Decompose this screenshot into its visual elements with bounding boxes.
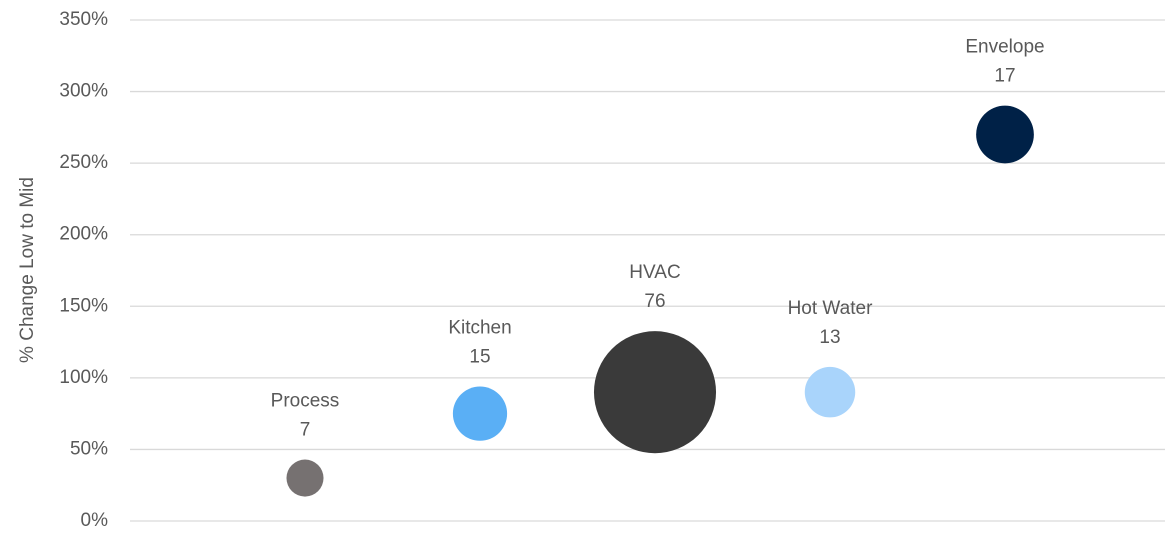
y-tick-label: 200% [59,224,108,245]
bubble-name-label: Process [271,391,340,412]
bubble-size-label: 17 [994,66,1015,87]
y-tick-label: 50% [70,438,108,459]
bubble [452,386,508,441]
y-tick-label: 300% [59,81,108,102]
bubble [593,331,717,454]
y-tick-label: 0% [81,510,109,531]
bubble [976,105,1034,164]
bubble-size-label: 13 [819,327,840,348]
y-tick-label: 150% [59,295,108,316]
bubble-name-label: Envelope [965,37,1044,58]
bubble-size-label: 76 [644,291,665,312]
bubble-size-label: 15 [469,347,490,368]
y-tick-label: 100% [59,367,108,388]
bubble [804,366,856,418]
y-tick-label: 250% [59,152,108,173]
bubble-name-label: Hot Water [788,298,873,319]
bubble-name-label: Kitchen [448,318,511,339]
y-tick-label: 350% [59,9,108,30]
y-axis-label: % Change Low to Mid [17,177,38,363]
bubble-size-label: 7 [300,420,311,441]
bubble [286,459,324,497]
bubble-name-label: HVAC [629,262,680,283]
